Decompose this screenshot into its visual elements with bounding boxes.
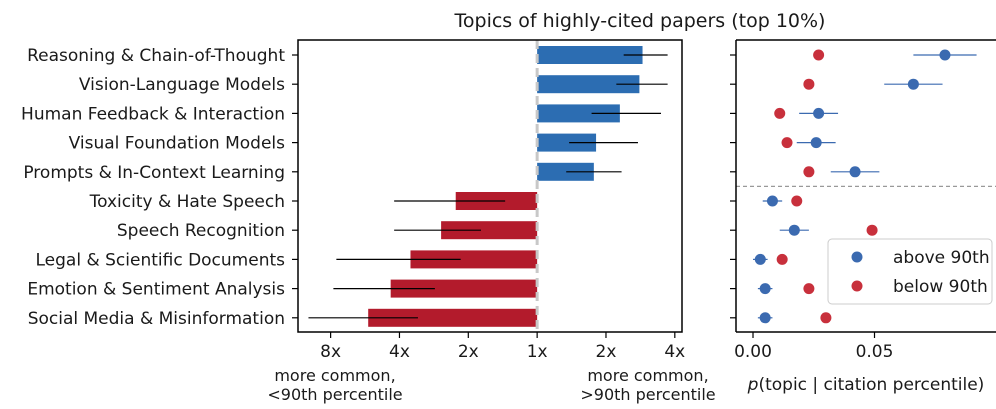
category-label: Speech Recognition: [117, 221, 285, 241]
x-tick-label: 0.05: [856, 342, 894, 362]
legend-marker: [851, 280, 863, 292]
point: [776, 253, 788, 265]
x-tick-label: 2x: [596, 342, 617, 362]
scatter-x-axis-label-var: p: [747, 375, 759, 395]
legend-box: [827, 238, 993, 305]
bar: [537, 162, 594, 181]
point: [803, 283, 815, 295]
scatter-x-axis-label-rest: (topic | citation percentile): [758, 375, 984, 395]
point: [820, 312, 832, 324]
x-axis-label-right-line1: more common,: [587, 366, 708, 385]
category-label: Vision-Language Models: [79, 75, 285, 95]
point: [791, 195, 803, 207]
point: [803, 78, 815, 90]
point: [774, 107, 786, 119]
dot-panel: above 90th below 90th 0.00 0.05: [730, 39, 996, 362]
point: [788, 224, 800, 236]
point: [803, 166, 815, 178]
point: [766, 195, 778, 207]
point: [781, 137, 793, 149]
point: [759, 283, 771, 295]
point: [759, 312, 771, 324]
x-tick-label: 2x: [458, 342, 479, 362]
point: [866, 224, 878, 236]
category-label: Legal & Scientific Documents: [36, 250, 286, 270]
x-axis-label-right-line2: >90th percentile: [580, 385, 715, 404]
bar: [368, 308, 538, 327]
point: [849, 166, 861, 178]
bar: [390, 279, 538, 298]
x-axis-label-left-line2: <90th percentile: [267, 385, 402, 404]
x-axis-label-left-line1: more common,: [274, 366, 395, 385]
x-tick-label: 8x: [320, 342, 341, 362]
bar: [537, 46, 643, 64]
point: [813, 49, 825, 61]
legend-marker: [851, 251, 863, 263]
category-label: Prompts & In-Context Learning: [23, 163, 285, 183]
x-tick-label: 1x: [527, 342, 548, 362]
bar: [537, 104, 620, 123]
bar: [537, 133, 597, 152]
category-label: Social Media & Misinformation: [28, 309, 285, 329]
bar: [410, 250, 538, 269]
bar-panel: Reasoning & Chain-of-Thought Vision-Langu…: [21, 39, 685, 362]
scatter-x-axis-label: p(topic | citation percentile): [747, 375, 985, 395]
legend: above 90th below 90th: [827, 238, 993, 305]
category-label: Reasoning & Chain-of-Thought: [27, 46, 285, 66]
point: [754, 253, 766, 265]
bar-plot-frame: [297, 39, 683, 333]
point: [810, 137, 822, 149]
category-label: Emotion & Sentiment Analysis: [27, 280, 285, 300]
chart-title: Topics of highly-cited papers (top 10%): [454, 10, 826, 32]
point: [813, 107, 825, 119]
legend-label: below 90th: [893, 277, 988, 297]
bar: [441, 221, 538, 240]
category-label: Visual Foundation Models: [69, 134, 285, 154]
x-tick-label: 0.00: [734, 342, 772, 362]
category-label: Toxicity & Hate Speech: [89, 192, 285, 212]
x-tick-label: 4x: [664, 342, 685, 362]
bar: [537, 75, 640, 94]
point: [939, 49, 951, 61]
category-label: Human Feedback & Interaction: [21, 104, 285, 124]
x-tick-label: 4x: [389, 342, 410, 362]
legend-label: above 90th: [893, 248, 990, 268]
point: [907, 78, 919, 90]
